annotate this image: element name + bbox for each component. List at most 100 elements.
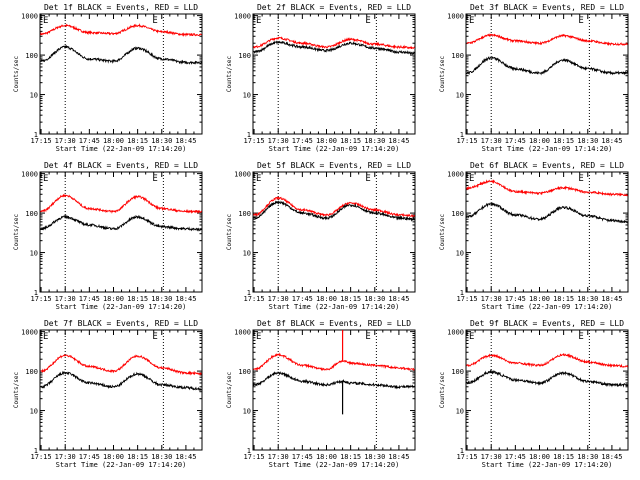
lld-series-line [253,352,415,372]
x-tick-label: 17:45 [505,295,526,303]
x-tick-label: 18:00 [529,295,550,303]
y-axis-label: Counts/sec [13,372,20,409]
plot-frame [465,329,629,451]
x-tick-label: 17:30 [481,453,502,461]
marker-e-label: E [365,332,370,342]
lld-series-line [40,193,203,215]
chart-title: Det 5f BLACK = Events, RED = LLD [257,161,411,170]
y-tick-label: 1000 [234,329,251,337]
y-tick-label: 100 [25,210,38,218]
y-tick-label: 10 [243,92,251,100]
events-series-line [253,371,416,390]
marker-e-label: E [152,332,157,342]
y-tick-label: 1 [460,131,464,139]
y-tick-label: 10 [456,408,464,416]
marker-e-label: E [43,332,48,342]
marker-e-label: E [469,174,474,184]
marker-e-label: E [365,174,370,184]
x-tick-label: 17:45 [292,137,313,145]
chart-panel: Det 3f BLACK = Events, RED = LLD 1 10 100 10… [439,3,629,153]
y-tick-label: 100 [451,210,464,218]
marker-e-label: E [256,174,261,184]
chart-panel: Det 8f BLACK = Events, RED = LLD 1 10 100 10… [226,319,416,469]
x-tick-label: 18:00 [529,453,550,461]
lld-series-line [253,196,416,218]
x-axis-label: Start Time (22-Jan-09 17:14:20) [482,303,613,311]
marker-e-label: E [152,174,157,184]
x-tick-label: 18:30 [364,137,385,145]
chart-title: Det 9f BLACK = Events, RED = LLD [470,319,624,328]
x-axis-label: Start Time (22-Jan-09 17:14:20) [482,461,613,469]
x-tick-label: 17:45 [505,453,526,461]
plot-frame [465,13,629,135]
x-tick-label: 18:00 [529,137,550,145]
y-tick-label: 10 [30,250,38,258]
x-axis-label: Start Time (22-Jan-09 17:14:20) [56,461,187,469]
y-tick-label: 100 [25,52,38,60]
x-tick-label: 18:15 [340,295,361,303]
chart-title: Det 8f BLACK = Events, RED = LLD [257,319,411,328]
events-series-line [40,44,202,65]
chart-title: Det 3f BLACK = Events, RED = LLD [470,3,624,12]
events-series-line [40,214,202,232]
y-tick-label: 1 [247,131,251,139]
chart-panel: Det 1f BLACK = Events, RED = LLD 1 10 100 10… [13,3,203,153]
x-tick-label: 18:00 [316,137,337,145]
plot-frame [252,171,416,293]
x-tick-label: 17:15 [244,295,265,303]
y-tick-label: 1000 [234,171,251,179]
y-tick-label: 100 [451,52,464,60]
chart-title: Det 7f BLACK = Events, RED = LLD [44,319,198,328]
y-tick-label: 1 [460,447,464,455]
marker-e-label: E [469,16,474,26]
y-axis-label: Counts/sec [13,214,20,251]
x-tick-label: 18:30 [151,453,172,461]
y-tick-label: 1000 [447,329,464,337]
chart-panel: Det 4f BLACK = Events, RED = LLD 1 10 100 10… [13,161,203,311]
x-tick-label: 17:30 [55,137,76,145]
x-tick-label: 17:30 [55,295,76,303]
y-axis-label: Counts/sec [439,372,446,409]
plot-frame [39,171,203,293]
events-series-line [40,370,202,392]
x-tick-label: 18:15 [340,137,361,145]
x-axis-label: Start Time (22-Jan-09 17:14:20) [56,303,187,311]
x-tick-label: 18:45 [601,453,622,461]
x-tick-label: 17:45 [79,137,100,145]
x-tick-label: 17:15 [31,137,52,145]
events-series-line [466,56,629,76]
x-tick-label: 18:15 [553,137,574,145]
y-tick-label: 1 [247,289,251,297]
x-tick-label: 18:45 [601,295,622,303]
y-tick-label: 1000 [21,329,38,337]
marker-e-label: E [43,16,48,26]
y-axis-label: Counts/sec [13,56,20,93]
x-tick-label: 18:30 [364,295,385,303]
y-tick-label: 100 [238,210,251,218]
marker-e-label: E [578,332,583,342]
x-tick-label: 17:30 [268,137,289,145]
marker-e-label: E [365,16,370,26]
y-tick-label: 1000 [234,13,251,21]
chart-title: Det 4f BLACK = Events, RED = LLD [44,161,198,170]
y-tick-label: 100 [25,368,38,376]
x-tick-label: 17:15 [457,295,478,303]
marker-e-label: E [578,174,583,184]
x-tick-label: 18:30 [577,295,598,303]
x-tick-label: 18:45 [388,137,409,145]
x-tick-label: 18:15 [340,453,361,461]
y-tick-label: 100 [238,52,251,60]
x-tick-label: 17:45 [292,453,313,461]
y-tick-label: 1 [34,289,38,297]
y-axis-label: Counts/sec [226,56,233,93]
lld-series-line [466,352,629,368]
x-tick-label: 17:30 [268,295,289,303]
x-tick-label: 18:30 [577,453,598,461]
plot-frame [252,13,416,135]
x-tick-label: 18:45 [175,295,196,303]
x-tick-label: 17:30 [55,453,76,461]
x-tick-label: 17:15 [457,453,478,461]
x-tick-label: 18:00 [316,453,337,461]
y-tick-label: 100 [238,368,251,376]
